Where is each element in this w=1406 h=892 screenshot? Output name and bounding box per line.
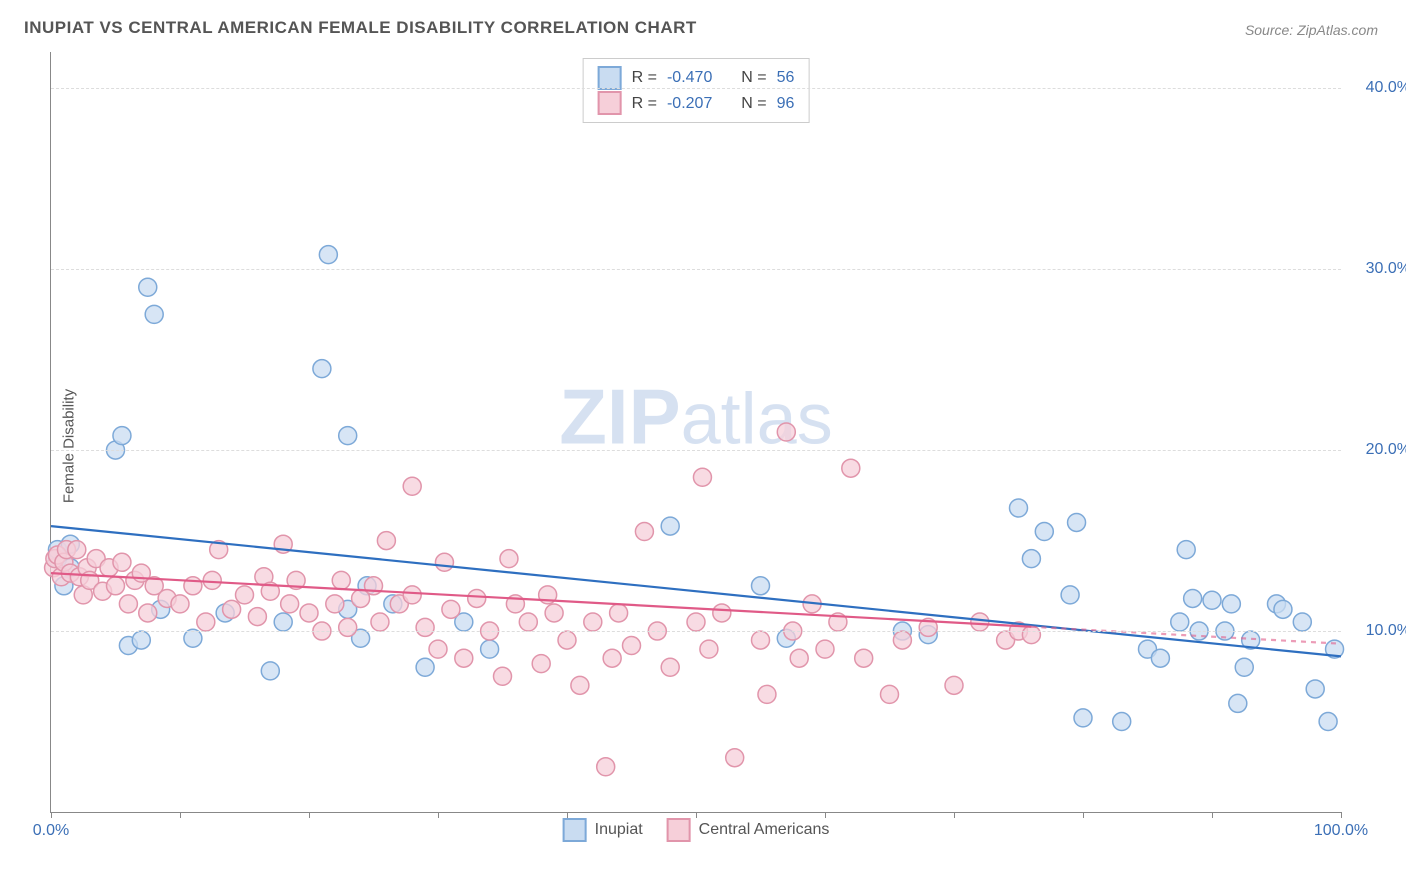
legend-row-inupiat: R = -0.470 N = 56 [598,65,795,91]
y-tick-label: 30.0% [1366,260,1406,278]
series-legend: Inupiat Central Americans [563,818,830,842]
legend-label-inupiat: Inupiat [595,821,643,839]
legend-item-central: Central Americans [667,818,830,842]
chart-svg [51,52,1341,812]
legend-item-inupiat: Inupiat [563,818,643,842]
y-tick-label: 40.0% [1366,79,1406,97]
n-label: N = [741,65,766,91]
r-value-inupiat: -0.470 [667,65,712,91]
r-value-central: -0.207 [667,91,712,117]
r-label: R = [632,65,657,91]
swatch-central [667,818,691,842]
y-tick-label: 10.0% [1366,622,1406,640]
r-label: R = [632,91,657,117]
plot-area: ZIPatlas R = -0.470 N = 56 R = -0.207 N … [50,52,1341,813]
n-value-inupiat: 56 [777,65,795,91]
legend-row-central: R = -0.207 N = 96 [598,91,795,117]
x-tick-label: 0.0% [33,822,69,840]
swatch-inupiat [598,66,622,90]
chart-title: INUPIAT VS CENTRAL AMERICAN FEMALE DISAB… [24,18,697,38]
swatch-central [598,91,622,115]
n-label: N = [741,91,766,117]
correlation-legend: R = -0.470 N = 56 R = -0.207 N = 96 [583,58,810,123]
legend-label-central: Central Americans [699,821,830,839]
swatch-inupiat [563,818,587,842]
n-value-central: 96 [777,91,795,117]
x-tick-label: 100.0% [1314,822,1368,840]
source-attribution: Source: ZipAtlas.com [1245,22,1378,38]
chart-container: INUPIAT VS CENTRAL AMERICAN FEMALE DISAB… [0,0,1406,892]
y-tick-label: 20.0% [1366,441,1406,459]
